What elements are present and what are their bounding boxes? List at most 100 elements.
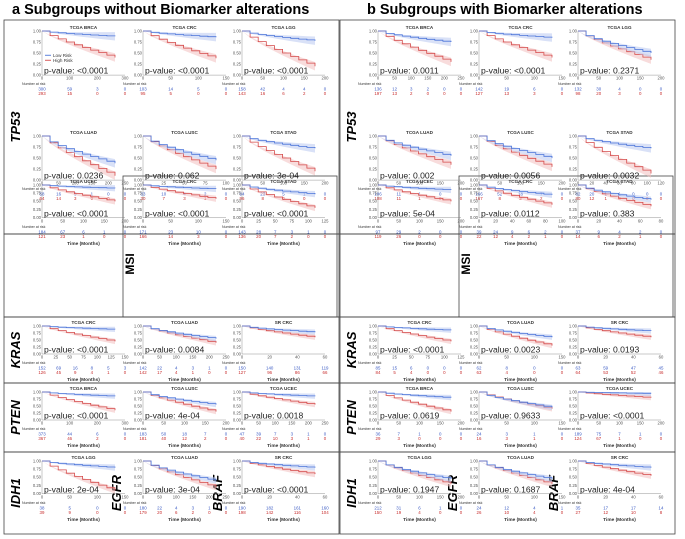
x-tick-label: 60	[323, 355, 328, 360]
risk-count-high: 0	[439, 510, 442, 515]
x-tick-label: 100	[616, 76, 624, 81]
risk-count-high: 0	[124, 370, 127, 375]
number-at-risk-label: Number at risk	[459, 225, 483, 229]
risk-count-high: 0	[197, 91, 200, 96]
low-ci-band	[378, 136, 451, 161]
x-tick-label: 0	[41, 494, 44, 499]
risk-count-high: 20	[157, 510, 162, 515]
y-tick-label: 0.00	[470, 72, 479, 77]
y-tick-label: 0.00	[470, 177, 479, 182]
panel-title: TCGA UCEC	[270, 386, 298, 391]
x-tick-label: 50	[504, 494, 509, 499]
x-tick-label: 50	[396, 181, 401, 186]
risk-count-high: 4	[175, 370, 178, 375]
risk-count-low: 3	[192, 366, 195, 371]
risk-count-low: 0	[225, 366, 228, 371]
y-tick-label: 1.00	[569, 389, 578, 394]
risk-count-high: 0	[225, 91, 228, 96]
risk-count-low: 0	[639, 87, 642, 92]
risk-count-low: 189	[574, 432, 582, 437]
y-tick-label: 1.00	[233, 389, 242, 394]
risk-count-low: 1	[418, 432, 421, 437]
x-tick-label: 300	[122, 421, 130, 426]
low-risk-curve	[242, 391, 316, 397]
x-tick-label: 0	[478, 76, 481, 81]
row-frame-a-last	[3, 451, 340, 535]
high-risk-curve	[378, 184, 452, 202]
risk-count-high: 0	[460, 370, 463, 375]
p-value-text: p-value: <0.0001	[44, 208, 108, 218]
x-axis-title: Time (Months)	[67, 443, 100, 449]
panel-title: TCGA UCEC	[70, 179, 98, 184]
y-tick-label: 0.75	[33, 330, 42, 335]
low-risk-curve	[143, 184, 217, 189]
risk-count-low: 24	[477, 432, 482, 437]
x-tick-label: 150	[538, 181, 546, 186]
low-risk-curve	[242, 460, 316, 468]
y-tick-label: 1.00	[569, 182, 578, 187]
p-value-text: p-value: 0.9633	[481, 411, 540, 421]
risk-count-low: 0	[225, 432, 228, 437]
risk-count-high: 0	[561, 196, 564, 201]
y-tick-label: 1.00	[233, 323, 242, 328]
p-value-text: p-value: 0.0011	[380, 66, 439, 76]
x-tick-label: 150	[122, 355, 130, 360]
low-ci-band	[143, 136, 216, 165]
risk-count-high: 46	[67, 436, 72, 441]
x-tick-label: 25	[392, 355, 397, 360]
panel-title: TCGA LUSC	[171, 386, 198, 391]
risk-count-high: 0	[124, 234, 127, 239]
risk-count-low: 373	[38, 432, 46, 437]
y-tick-label: 0.25	[134, 483, 143, 488]
y-tick-label: 1.00	[134, 458, 143, 463]
risk-count-low: 17	[603, 505, 608, 510]
y-tick-label: 1.00	[233, 28, 242, 33]
p-value-text: p-value: 3e-04	[244, 171, 299, 181]
x-tick-label: 0	[241, 494, 244, 499]
y-tick-label: 0.00	[569, 177, 578, 182]
number-at-risk-label: Number at risk	[558, 82, 582, 86]
legend-low-label: Low Risk	[53, 53, 72, 58]
risk-count-high: 6	[282, 91, 285, 96]
y-tick-label: 0.25	[470, 410, 479, 415]
risk-count-low: 3	[505, 432, 508, 437]
number-at-risk-label: Number at risk	[222, 427, 246, 431]
risk-count-high: 30	[141, 196, 146, 201]
risk-count-high: 8	[262, 196, 265, 201]
number-at-risk-label: Number at risk	[459, 187, 483, 191]
low-risk-curve	[578, 325, 652, 331]
x-tick-label: 100	[195, 76, 203, 81]
y-tick-label: 0.75	[134, 466, 143, 471]
x-tick-label: 100	[195, 218, 203, 223]
y-tick-label: 0.75	[569, 466, 578, 471]
p-value-text: p-value: 0.0193	[580, 345, 639, 355]
x-tick-label: 100	[181, 421, 189, 426]
risk-count-low: 183	[139, 432, 147, 437]
risk-count-high: 0	[225, 510, 228, 515]
x-tick-label: 0	[142, 355, 145, 360]
risk-count-low: 0	[96, 505, 99, 510]
risk-count-high: 1	[192, 370, 195, 375]
x-tick-label: 0	[241, 76, 244, 81]
y-tick-label: 1.00	[33, 28, 42, 33]
y-tick-label: 0.75	[369, 39, 378, 44]
panel-title: TCGA STAD	[270, 179, 297, 184]
x-tick-label: 150	[223, 218, 231, 223]
risk-count-high: 1	[82, 234, 85, 239]
y-tick-label: 0.25	[369, 344, 378, 349]
number-at-risk-label: Number at risk	[222, 187, 246, 191]
risk-count-high: 14	[56, 196, 61, 201]
high-ci-band	[143, 136, 216, 174]
risk-count-high: 63	[477, 370, 482, 375]
risk-count-low: 9	[598, 229, 601, 234]
x-tick-label: 80	[659, 218, 664, 223]
number-at-risk-label: Number at risk	[222, 361, 246, 365]
risk-count-high: 0	[124, 91, 127, 96]
risk-count-low: 82	[576, 192, 581, 197]
y-tick-label: 0.25	[233, 483, 242, 488]
risk-count-high: 26	[396, 234, 401, 239]
y-tick-label: 0.00	[134, 491, 143, 496]
risk-count-low: 1	[639, 432, 642, 437]
